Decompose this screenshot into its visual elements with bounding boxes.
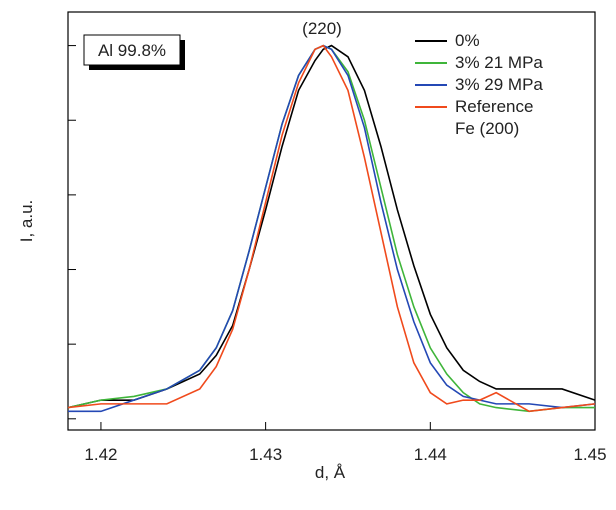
legend-swatch (415, 84, 447, 86)
legend-swatch (415, 106, 447, 108)
plot-frame (67, 11, 596, 431)
legend-label: Reference Fe (200) (455, 97, 534, 138)
legend-item: Reference Fe (200) (415, 96, 543, 140)
series-line (67, 44, 596, 409)
legend-label: 3% 21 MPa (455, 53, 543, 72)
series-line (67, 44, 596, 413)
legend-swatch (415, 62, 447, 64)
x-tick-label: 1.44 (414, 445, 447, 464)
legend-item: 0% (415, 30, 543, 52)
legend: 0% 3% 21 MPa 3% 29 MPa Reference Fe (200) (415, 30, 543, 140)
legend-swatch (415, 40, 447, 42)
series-line (68, 44, 596, 413)
x-tick-label: 1.45 (573, 445, 606, 464)
legend-label: 3% 29 MPa (455, 75, 543, 94)
y-axis-label: I, a.u. (17, 200, 36, 243)
sample-label: Al 99.8% (98, 41, 166, 60)
legend-label: 0% (455, 31, 480, 50)
legend-item: 3% 29 MPa (415, 74, 543, 96)
label-box (83, 34, 181, 66)
legend-item: 3% 21 MPa (415, 52, 543, 74)
peak-annotation: (220) (302, 19, 342, 38)
x-tick-label: 1.42 (84, 445, 117, 464)
x-axis-label: d, Å (315, 463, 346, 482)
x-tick-label: 1.43 (249, 445, 282, 464)
